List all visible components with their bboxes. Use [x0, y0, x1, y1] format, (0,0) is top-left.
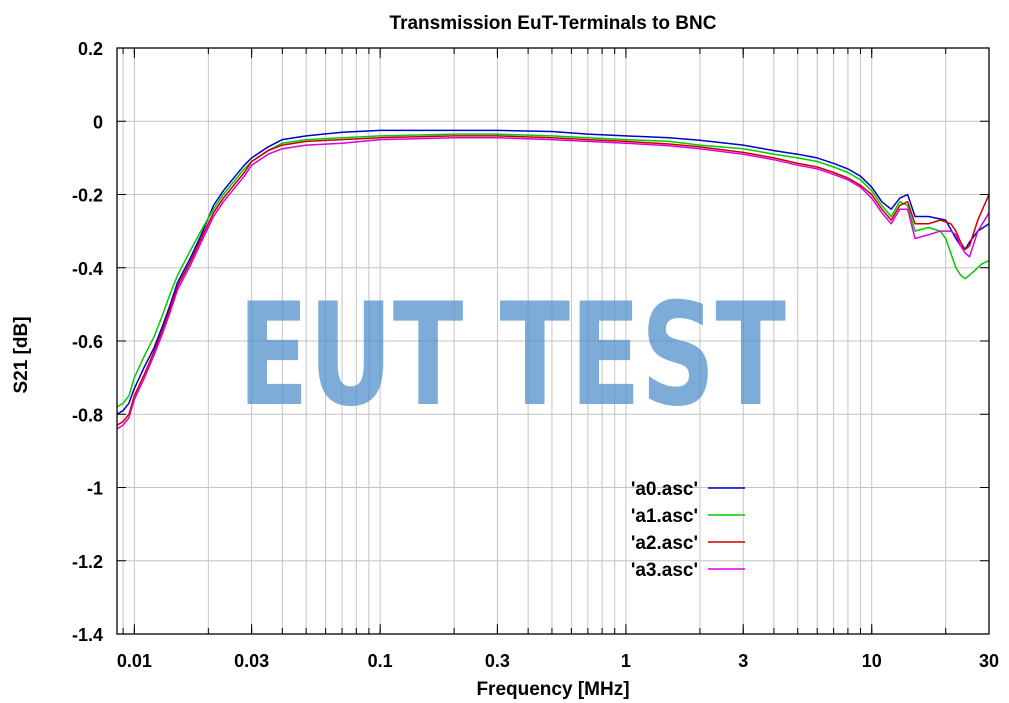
x-tick-label: 10 — [862, 651, 882, 671]
y-axis-label: S21 [dB] — [11, 316, 32, 393]
x-tick-label: 3 — [738, 651, 748, 671]
y-tick-label: 0.2 — [78, 39, 103, 59]
y-tick-label: -0.4 — [72, 259, 103, 279]
series-line-a2 — [116, 135, 990, 426]
legend-label-a0: 'a0.asc' — [631, 479, 698, 500]
legend-label-a3: 'a3.asc' — [631, 560, 698, 581]
y-tick-label: -0.8 — [72, 405, 103, 425]
y-tick-label: -1.2 — [72, 552, 103, 572]
x-tick-label: 1 — [621, 651, 631, 671]
y-tick-label: -1 — [87, 479, 103, 499]
legend: 'a0.asc' 'a1.asc' 'a2.asc' 'a3.asc' — [631, 479, 745, 581]
y-tick-label: -0.2 — [72, 186, 103, 206]
x-tick-label: 0.01 — [117, 651, 152, 671]
y-tick-label: 0 — [93, 112, 103, 132]
x-axis-label: Frequency [MHz] — [476, 679, 629, 700]
axis-ticks: 0.2 0 -0.2 -0.4 -0.6 -0.8 -1 -1.2 -1.4 0.01 0.03 0.… — [72, 39, 999, 671]
legend-label-a2: 'a2.asc' — [631, 533, 698, 554]
x-tick-label: 0.3 — [485, 651, 510, 671]
grid — [117, 48, 989, 634]
x-tick-label: 30 — [979, 651, 999, 671]
x-tick-label: 0.1 — [368, 651, 393, 671]
y-tick-label: -0.6 — [72, 332, 103, 352]
series-line-a0 — [116, 129, 990, 415]
y-tick-label: -1.4 — [72, 625, 103, 645]
series-lines — [116, 129, 990, 430]
chart-title: Transmission EuT-Terminals to BNC — [390, 13, 717, 34]
series-line-a1 — [116, 133, 990, 408]
x-tick-label: 0.03 — [234, 651, 269, 671]
watermark-text: EUT TEST — [238, 273, 786, 438]
series-line-a3 — [116, 136, 990, 430]
legend-label-a1: 'a1.asc' — [631, 506, 698, 527]
